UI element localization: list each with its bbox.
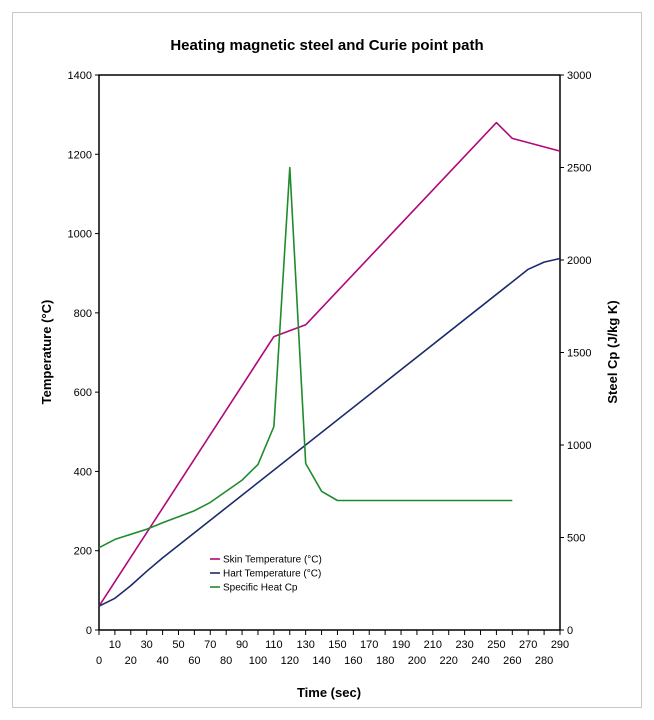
- chart-frame: [12, 12, 642, 708]
- x-tick-label: 240: [471, 655, 489, 667]
- x-tick-label: 250: [487, 639, 505, 651]
- y-right-tick-label: 2500: [567, 163, 591, 175]
- x-tick-label: 10: [109, 639, 121, 651]
- y-left-tick-label: 400: [74, 466, 92, 478]
- y-left-tick-label: 1400: [68, 70, 92, 82]
- x-tick-label: 0: [96, 655, 102, 667]
- chart-title: Heating magnetic steel and Curie point p…: [170, 37, 483, 54]
- x-tick-label: 90: [236, 639, 248, 651]
- x-tick-label: 50: [172, 639, 184, 651]
- x-tick-label: 60: [188, 655, 200, 667]
- x-tick-label: 180: [376, 655, 394, 667]
- x-tick-label: 30: [141, 639, 153, 651]
- y-left-tick-label: 600: [74, 387, 92, 399]
- x-tick-label: 20: [125, 655, 137, 667]
- plot-border: [98, 74, 561, 631]
- legend-skin-temperature-label: Skin Temperature (°C): [223, 555, 322, 566]
- x-tick-label: 210: [424, 639, 442, 651]
- skin-temperature-line: [98, 121, 561, 607]
- legend-hart-temperature-label: Hart Temperature (°C): [223, 569, 321, 580]
- x-axis-label: Time (sec): [297, 685, 361, 700]
- y-left-tick-label: 0: [86, 625, 92, 637]
- y-left-tick-label: 1000: [68, 229, 92, 241]
- y-right-tick-label: 1000: [567, 440, 591, 452]
- legend-specific-heat-label: Specific Heat Cp: [223, 583, 298, 594]
- x-tick-label: 140: [312, 655, 330, 667]
- x-tick-label: 80: [220, 655, 232, 667]
- hart-temperature-line: [98, 257, 561, 607]
- x-tick-label: 40: [156, 655, 168, 667]
- y-left-tick-label: 1200: [68, 149, 92, 161]
- y-axis-right-label: Steel Cp (J/kg K): [605, 300, 620, 403]
- specific-heat-line: [98, 166, 513, 549]
- x-tick-label: 70: [204, 639, 216, 651]
- y-left-tick-label: 200: [74, 546, 92, 558]
- x-tick-label: 110: [265, 639, 283, 651]
- y-axis-left-label: Temperature (°C): [39, 300, 54, 405]
- x-tick-label: 220: [440, 655, 458, 667]
- x-tick-label: 160: [344, 655, 362, 667]
- y-left-tick-label: 800: [74, 308, 92, 320]
- y-right-tick-label: 0: [567, 625, 573, 637]
- x-tick-label: 270: [519, 639, 537, 651]
- x-tick-label: 120: [281, 655, 299, 667]
- plot-area: 0200400600800100012001400050010001500200…: [68, 70, 592, 667]
- y-right-tick-label: 2000: [567, 255, 591, 267]
- y-right-tick-label: 1500: [567, 348, 591, 360]
- x-tick-label: 230: [455, 639, 473, 651]
- x-tick-label: 130: [296, 639, 314, 651]
- x-tick-label: 280: [535, 655, 553, 667]
- x-tick-label: 150: [328, 639, 346, 651]
- y-right-tick-label: 3000: [567, 70, 591, 82]
- x-tick-label: 170: [360, 639, 378, 651]
- y-right-tick-label: 500: [567, 533, 585, 545]
- x-tick-label: 260: [503, 655, 521, 667]
- x-tick-label: 200: [408, 655, 426, 667]
- x-tick-label: 290: [551, 639, 569, 651]
- x-tick-label: 100: [249, 655, 267, 667]
- x-tick-label: 190: [392, 639, 410, 651]
